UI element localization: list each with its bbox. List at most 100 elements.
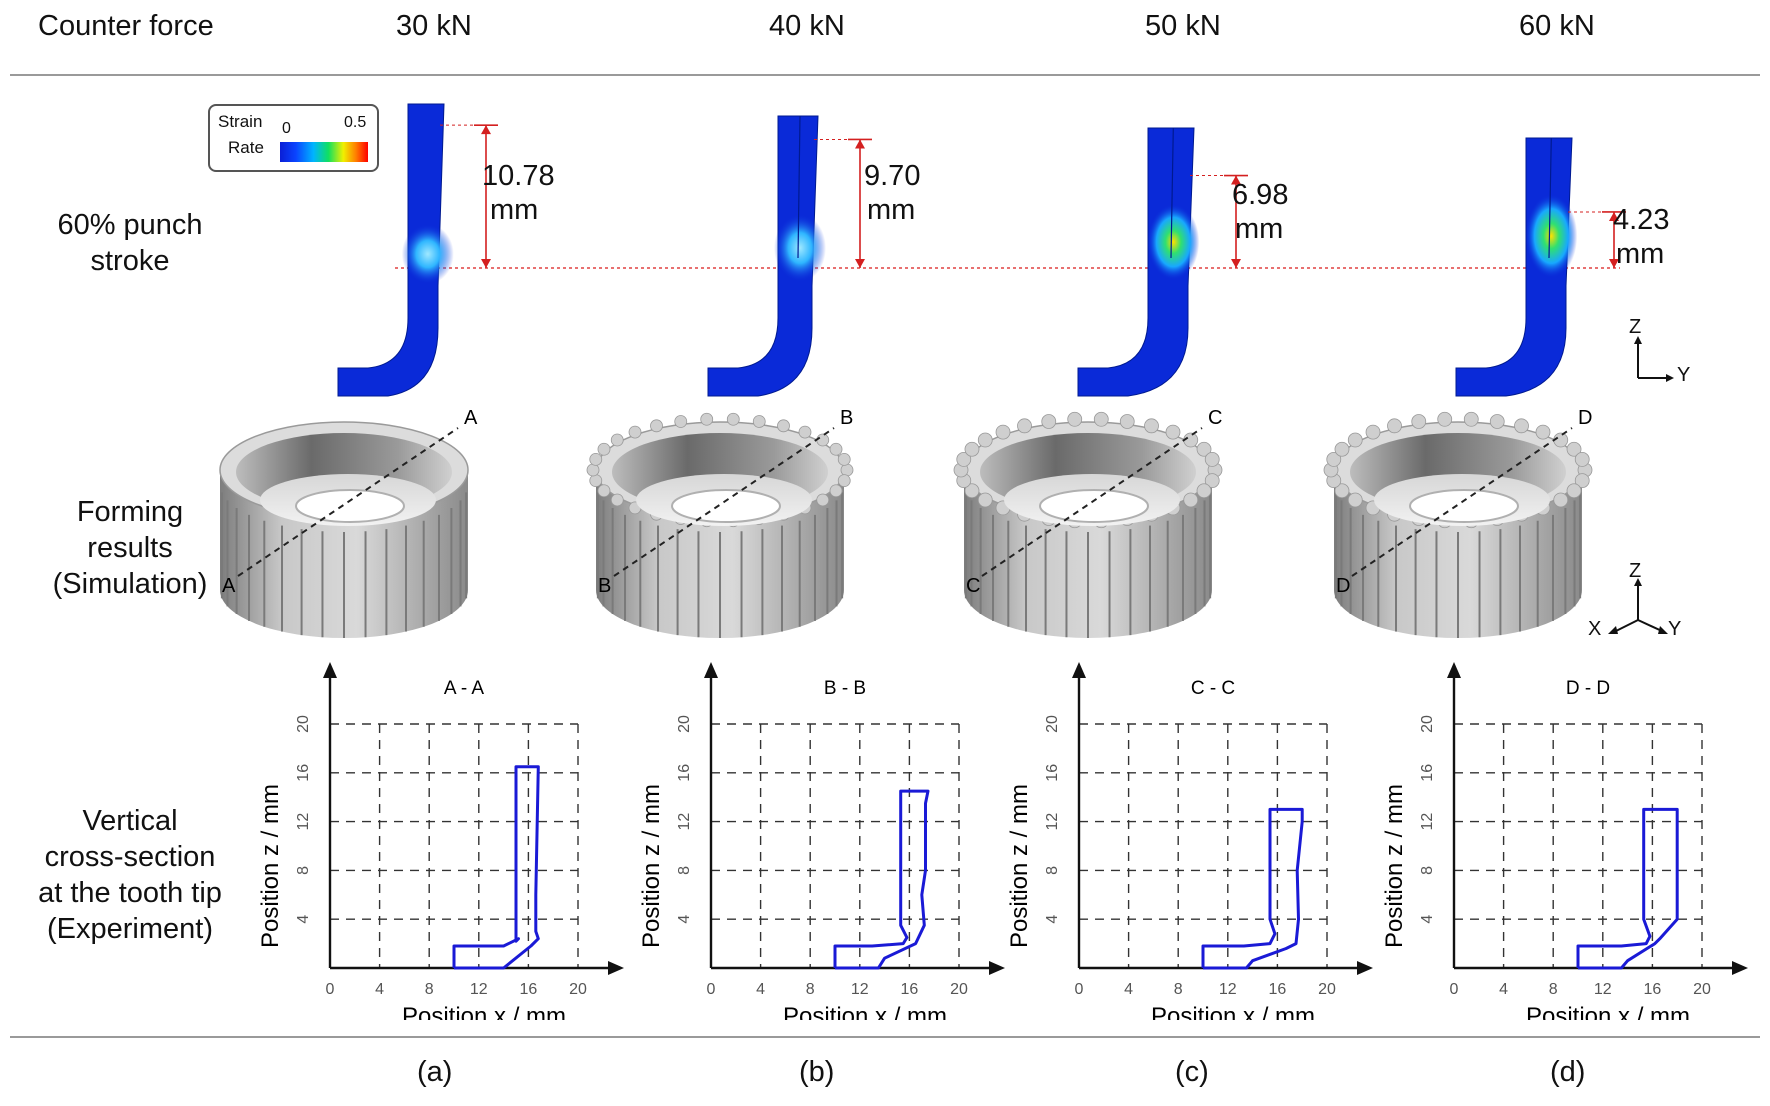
y-tick-label: 8 xyxy=(676,866,693,875)
x-tick-label: 20 xyxy=(1693,981,1711,998)
rim-tooth xyxy=(700,412,714,426)
rim-tooth xyxy=(995,424,1011,440)
x-tick-label: 8 xyxy=(425,981,434,998)
force-label-60: 60 kN xyxy=(1519,10,1595,42)
rim-tooth xyxy=(798,425,812,439)
x-axis-title: Position x / mm xyxy=(1151,1003,1315,1020)
rim-tooth xyxy=(1334,483,1350,499)
y-axis-arrow xyxy=(1447,662,1461,678)
rim-tooth xyxy=(726,412,740,426)
ring-d: DD xyxy=(1323,407,1592,638)
row-label-forming: Forming results (Simulation) xyxy=(30,494,230,602)
rim-tooth xyxy=(650,419,663,433)
cut-line-a xyxy=(237,427,459,577)
rim-tooth xyxy=(1196,483,1212,499)
x-tick-label: 16 xyxy=(901,981,919,998)
y-tick-label: 12 xyxy=(1419,813,1436,831)
rim-tooth xyxy=(1566,483,1582,499)
rim-tooth xyxy=(597,442,611,456)
ring-a: AA xyxy=(219,407,478,638)
x-tick-label: 20 xyxy=(569,981,587,998)
row-label-forming-line3: (Simulation) xyxy=(52,568,208,600)
row-label-stroke-line2: stroke xyxy=(90,245,170,277)
y-axis-title: Position z / mm xyxy=(257,784,284,948)
y-axis-arrow xyxy=(704,662,718,678)
x-axis-title: Position x / mm xyxy=(1526,1003,1690,1020)
legend-color-bar xyxy=(280,142,368,162)
y-tick-label: 16 xyxy=(1419,764,1436,782)
row-label-forming-line1: Forming xyxy=(76,496,184,528)
rim-tooth xyxy=(674,415,688,428)
strain-hotspot-c xyxy=(1147,204,1200,280)
x-axis-title: Position x / mm xyxy=(402,1003,566,1020)
axis-z-label-2: Z xyxy=(1629,560,1642,582)
chart-title: C - C xyxy=(1191,678,1235,699)
force-label-50: 50 kN xyxy=(1145,10,1221,42)
rim-tooth xyxy=(977,492,993,508)
shear-line-b xyxy=(797,115,801,259)
rim-tooth xyxy=(1365,424,1381,440)
rim-tooth xyxy=(1514,418,1529,434)
stroke-profile-b xyxy=(707,115,872,397)
rim-tooth xyxy=(964,441,980,457)
stroke-profile-body-b xyxy=(707,115,819,397)
rim-tooth xyxy=(1411,414,1427,429)
y-tick-label: 12 xyxy=(676,813,693,831)
rim-tooth xyxy=(1041,414,1057,429)
strain-hotspot-a xyxy=(401,224,454,284)
section-chart-a: 0 4 8 12 16 20 4 8 12 16 20 A - A Position x / mm Pos… xyxy=(257,662,624,1020)
strain-hotspot-b xyxy=(774,214,826,282)
rim-tooth xyxy=(1204,473,1220,489)
axis-y-label-1: Y xyxy=(1677,364,1691,386)
x-tick-label: 4 xyxy=(375,981,384,998)
y-tick-label: 4 xyxy=(295,915,312,924)
rim-tooth xyxy=(816,433,830,447)
x-tick-label: 12 xyxy=(851,981,869,998)
y-axis-arrow xyxy=(1072,662,1086,678)
x-tick-label: 4 xyxy=(756,981,765,998)
rim-tooth xyxy=(956,451,972,467)
rim-tooth xyxy=(829,442,843,456)
rim-tooth xyxy=(589,474,603,488)
x-tick-label: 16 xyxy=(1644,981,1662,998)
cut-line-d xyxy=(1351,427,1573,577)
dimension-arrow-bottom-d xyxy=(1609,259,1619,268)
force-label-30: 30 kN xyxy=(396,10,472,42)
x-axis-arrow xyxy=(608,961,624,975)
x-tick-label: 8 xyxy=(806,981,815,998)
y-tick-label: 20 xyxy=(1044,715,1061,733)
y-axis-arrow xyxy=(323,662,337,678)
y-tick-label: 8 xyxy=(295,866,312,875)
rim-tooth xyxy=(1566,441,1582,457)
dimension-arrow-top-a xyxy=(481,125,491,135)
axis-x-label-2: X xyxy=(1588,618,1602,640)
height-unit-d: mm xyxy=(1616,238,1665,270)
ring-center-hole-c xyxy=(1039,489,1149,523)
counter-force-label: Counter force xyxy=(38,10,214,42)
rim-tooth xyxy=(964,483,980,499)
rim-tooth xyxy=(1334,441,1350,457)
cut-label-start-c: C xyxy=(966,575,980,597)
shear-line-c xyxy=(1170,127,1174,259)
caption-c: (c) xyxy=(1175,1056,1209,1088)
y-tick-label: 20 xyxy=(676,715,693,733)
section-chart-c: 0 4 8 12 16 20 4 8 12 16 20 C - C Position x / mm Pos… xyxy=(1006,662,1373,1020)
height-unit-a: mm xyxy=(490,194,539,226)
cut-label-end-b: B xyxy=(840,407,853,429)
ring-b: BB xyxy=(586,407,854,638)
axis-triad-zy xyxy=(1634,336,1674,382)
x-tick-label: 16 xyxy=(520,981,538,998)
x-tick-label: 0 xyxy=(1450,981,1459,998)
y-tick-label: 12 xyxy=(295,813,312,831)
section-chart-d: 0 4 8 12 16 20 4 8 12 16 20 D - D Position x / mm Pos… xyxy=(1381,662,1748,1020)
row-label-stroke-line1: 60% punch xyxy=(57,209,203,241)
rim-tooth xyxy=(1574,451,1590,467)
cut-label-start-b: B xyxy=(598,575,611,597)
y-axis-title: Position z / mm xyxy=(638,784,665,948)
dimension-arrow-bottom-c xyxy=(1231,259,1241,268)
row-label-section-line1: Vertical xyxy=(82,805,178,837)
x-tick-label: 0 xyxy=(326,981,335,998)
ring-c: CC xyxy=(953,407,1222,638)
stroke-simulation-row xyxy=(337,103,1626,397)
cross-section-charts: 0 4 8 12 16 20 4 8 12 16 20 A - A Position x / mm Pos… xyxy=(257,662,1748,1020)
